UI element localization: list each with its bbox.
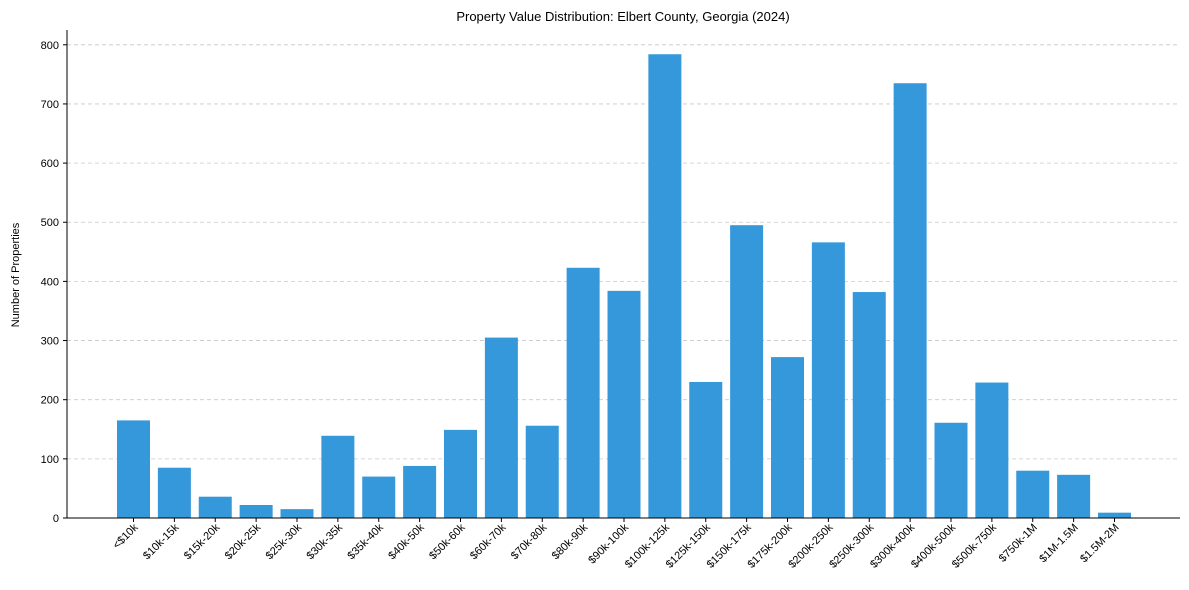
y-tick-label: 800 (41, 40, 59, 52)
x-ticks: <$10k $10k-15k $15k-20k $20k-25k $25k-30k $30… (111, 518, 1122, 571)
bar (362, 476, 396, 518)
bar (607, 290, 641, 518)
bar (525, 425, 559, 518)
x-tick-label: $70k-80k (509, 521, 550, 562)
bar (321, 435, 355, 518)
bar (280, 509, 314, 518)
bar (1098, 512, 1131, 518)
bar (484, 337, 518, 518)
bar (157, 467, 191, 518)
x-tick-label: $25k-30k (264, 521, 305, 562)
x-tick-label: $20k-25k (223, 521, 264, 562)
bar (648, 54, 682, 518)
y-axis-label: Number of Properties (10, 222, 22, 327)
x-tick-label: <$10k (111, 521, 141, 551)
y-tick-label: 700 (41, 99, 59, 111)
bar (1016, 470, 1050, 518)
bar (1057, 474, 1091, 518)
chart-title: Property Value Distribution: Elbert Coun… (456, 9, 789, 24)
x-tick-label: $35k-40k (345, 521, 386, 562)
x-tick-label: $1M-1.5M (1037, 522, 1081, 566)
y-tick-label: 500 (41, 217, 59, 229)
x-tick-label: $15k-20k (182, 521, 223, 562)
bar (852, 292, 886, 518)
bar (975, 382, 1009, 518)
x-tick-label: $500k-750k (950, 521, 999, 570)
bar (117, 420, 150, 518)
x-tick-label: $1.5M-2M (1078, 522, 1122, 566)
bar (198, 496, 232, 518)
bar (771, 357, 804, 518)
y-tick-label: 400 (41, 276, 59, 288)
y-ticks: 0 100 200 300 400 500 600 700 800 (41, 40, 67, 525)
bar (403, 465, 437, 518)
y-tick-label: 0 (53, 513, 59, 525)
bar (444, 429, 477, 518)
bars (117, 54, 1131, 519)
y-tick-label: 100 (41, 454, 59, 466)
bar (934, 422, 968, 518)
bar (893, 83, 927, 519)
bar (811, 242, 845, 518)
y-tick-label: 200 (41, 395, 59, 407)
x-tick-label: $80k-90k (550, 521, 591, 562)
x-tick-label: $30k-35k (305, 521, 346, 562)
bar (730, 225, 764, 518)
x-tick-label: $60k-70k (468, 521, 509, 562)
bar (689, 381, 723, 518)
y-tick-label: 300 (41, 336, 59, 348)
x-tick-label: $50k-60k (427, 521, 468, 562)
y-tick-label: 600 (41, 158, 59, 170)
bar (239, 504, 273, 518)
x-tick-label: $750k-1M (997, 522, 1040, 565)
bar (566, 267, 600, 518)
x-tick-label: $10k-15k (141, 521, 182, 562)
x-tick-label: $40k-50k (386, 521, 427, 562)
